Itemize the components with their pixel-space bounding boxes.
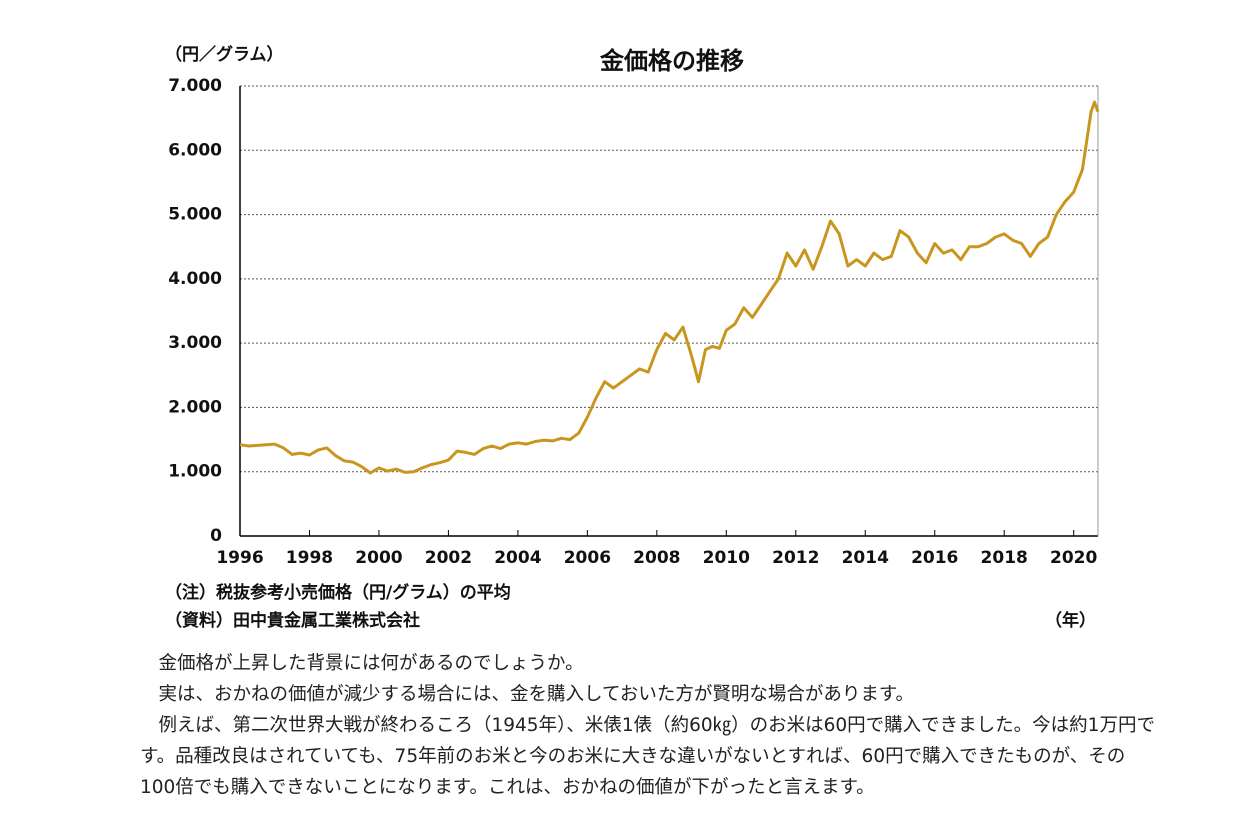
y-tick-label: 3.000 [168, 333, 222, 353]
paragraph: 例えば、第二次世界大戦が終わるころ（1945年）、米俵1俵（約60㎏）のお米は6… [140, 715, 1155, 798]
chart-title: 金価格の推移 [599, 47, 744, 75]
x-tick-label: 2000 [355, 548, 402, 568]
y-axis-label: （円／グラム） [165, 44, 284, 65]
x-tick-label: 1998 [286, 548, 333, 568]
paragraph: 金価格が上昇した背景には何があるのでしょうか。 [158, 653, 584, 674]
note: （注）税抜参考小売価格（円/グラム）の平均 [165, 582, 511, 603]
source: （資料）田中貴金属工業株式会社 [165, 610, 420, 631]
x-tick-label: 2002 [425, 548, 472, 568]
x-tick-label: 2006 [564, 548, 611, 568]
y-tick-label: 7.000 [168, 76, 222, 96]
article: 金価格が上昇した背景には何があるのでしょうか。実は、おかねの価値が減少する場合に… [140, 648, 1160, 803]
chart: 金価格の推移 （円／グラム） （注）税抜参考小売価格（円/グラム）の平均 （資料… [165, 44, 1100, 631]
x-tick-label: 2016 [911, 548, 958, 568]
x-tick-label: 2018 [981, 548, 1028, 568]
y-tick-label: 0 [210, 526, 222, 546]
x-tick-label: 2010 [703, 548, 750, 568]
y-tick-label: 5.000 [168, 205, 222, 225]
y-tick-label: 1.000 [168, 462, 222, 482]
x-tick-label: 2004 [494, 548, 541, 568]
y-tick-label: 6.000 [168, 140, 222, 160]
paragraph: 実は、おかねの価値が減少する場合には、金を購入しておいた方が賢明な場合があります… [158, 684, 915, 705]
y-tick-label: 2.000 [168, 397, 222, 417]
x-tick-label: 2014 [842, 548, 889, 568]
x-tick-label: 2020 [1050, 548, 1097, 568]
x-tick-label: 2008 [633, 548, 680, 568]
x-axis-label: （年） [1045, 610, 1096, 631]
x-tick-label: 1996 [216, 548, 263, 568]
x-tick-label: 2012 [772, 548, 819, 568]
price-line [239, 100, 1100, 475]
y-tick-label: 4.000 [168, 269, 222, 289]
